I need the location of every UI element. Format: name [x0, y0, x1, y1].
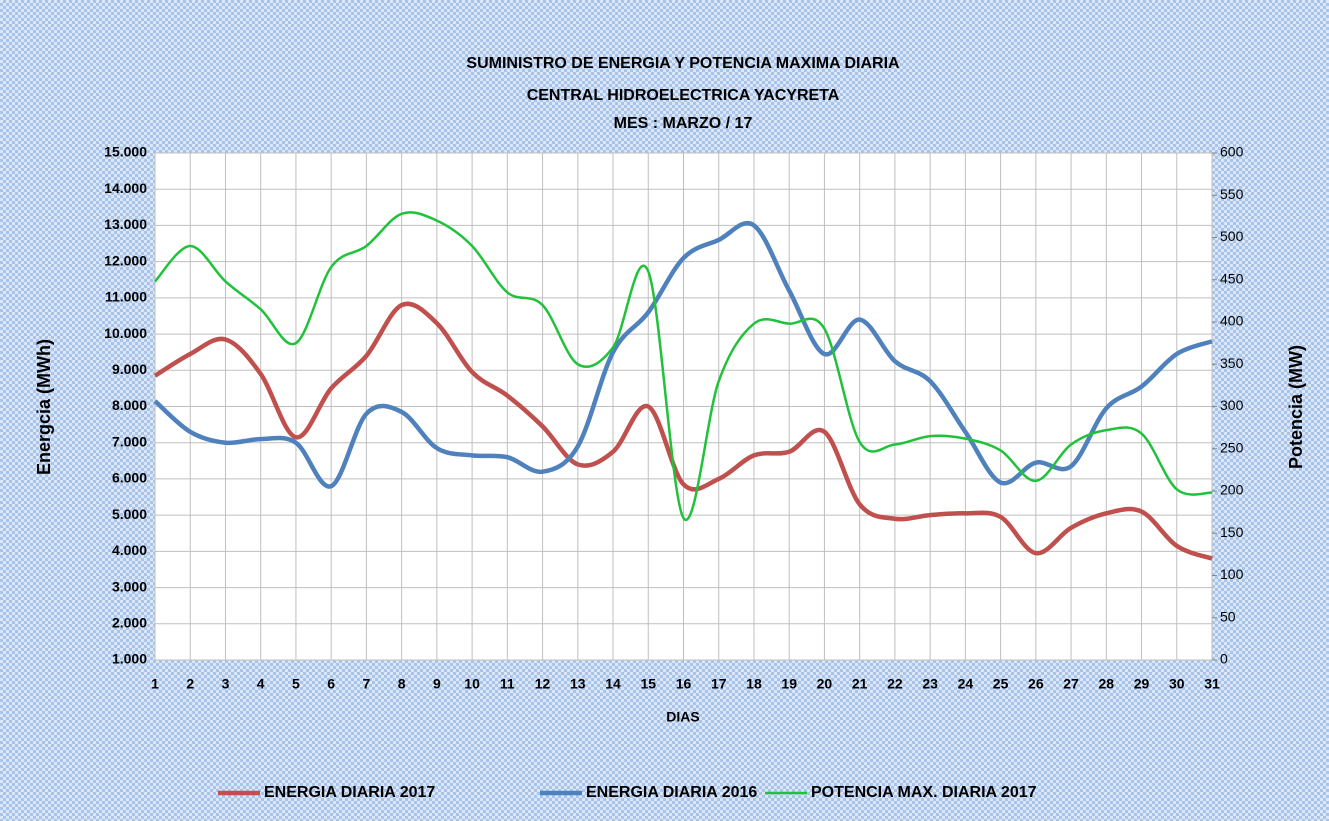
x-tick-label: 14: [605, 676, 621, 692]
y-tick-label: 3.000: [112, 578, 147, 594]
y-tick-label: 6.000: [112, 470, 147, 486]
x-tick-label: 6: [327, 676, 335, 692]
y2-tick-label: 250: [1220, 439, 1244, 455]
x-tick-label: 28: [1099, 676, 1115, 692]
y2-tick-label: 500: [1220, 228, 1244, 244]
x-tick-label: 27: [1063, 676, 1079, 692]
x-tick-label: 1: [151, 676, 159, 692]
x-tick-label: 10: [464, 676, 480, 692]
x-tick-label: 8: [398, 676, 406, 692]
y-tick-label: 1.000: [112, 651, 147, 667]
y-tick-label: 2.000: [112, 614, 147, 630]
line-series: [153, 221, 1213, 489]
x-tick-label: 21: [852, 676, 868, 692]
x-tick-label: 12: [535, 676, 551, 692]
y-tick-label: 10.000: [104, 325, 147, 341]
legend-label: POTENCIA MAX. DIARIA 2017: [811, 784, 1037, 801]
legend-label: ENERGIA DIARIA 2017: [264, 784, 435, 801]
y-tick-label: 4.000: [112, 542, 147, 558]
y-tick-label: 5.000: [112, 506, 147, 522]
x-tick-label: 5: [292, 676, 300, 692]
x-tick-label: 31: [1204, 676, 1220, 692]
x-tick-label: 15: [640, 676, 656, 692]
x-axis-title: DIAS: [666, 709, 699, 725]
x-tick-label: 3: [222, 676, 230, 692]
x-tick-label: 20: [817, 676, 833, 692]
x-tick-label: 7: [363, 676, 371, 692]
line-series: [153, 301, 1213, 561]
y2-tick-label: 100: [1220, 566, 1244, 582]
y-tick-label: 11.000: [105, 289, 147, 305]
y-tick-label: 7.000: [112, 433, 147, 449]
x-tick-label: 11: [500, 676, 515, 692]
x-tick-label: 13: [570, 676, 586, 692]
y-tick-label: 12.000: [104, 252, 147, 268]
y2-tick-label: 400: [1220, 313, 1244, 329]
x-tick-label: 29: [1134, 676, 1150, 692]
y-tick-label: 9.000: [112, 361, 147, 377]
legend-label: ENERGIA DIARIA 2016: [586, 784, 757, 801]
chart-subtitle: MES : MARZO / 17: [614, 115, 753, 132]
x-tick-label: 26: [1028, 676, 1044, 692]
y2-tick-label: 200: [1220, 482, 1244, 498]
x-tick-label: 17: [711, 676, 727, 692]
y2-tick-label: 50: [1220, 608, 1236, 624]
y2-tick-label: 350: [1220, 355, 1244, 371]
x-tick-label: 25: [993, 676, 1009, 692]
x-tick-label: 30: [1169, 676, 1185, 692]
x-tick-label: 23: [922, 676, 938, 692]
x-tick-label: 19: [781, 676, 797, 692]
y-axis-title: Energcia (MWh): [34, 339, 54, 475]
y2-tick-label: 150: [1220, 524, 1244, 540]
y-tick-label: 15.000: [104, 144, 147, 160]
x-tick-label: 16: [676, 676, 692, 692]
line-series: [154, 211, 1213, 522]
x-tick-label: 24: [958, 676, 974, 692]
x-tick-label: 22: [887, 676, 903, 692]
x-tick-label: 4: [257, 676, 265, 692]
y2-axis-title: Potencia (MW): [1286, 345, 1306, 469]
y2-tick-label: 550: [1220, 186, 1244, 202]
x-tick-label: 18: [746, 676, 762, 692]
y-tick-label: 14.000: [104, 180, 147, 196]
y-tick-label: 8.000: [112, 397, 147, 413]
y2-tick-label: 450: [1220, 270, 1244, 286]
y2-tick-label: 600: [1220, 144, 1244, 160]
x-tick-label: 2: [186, 676, 194, 692]
y2-tick-label: 0: [1220, 651, 1228, 667]
chart-title: SUMINISTRO DE ENERGIA Y POTENCIA MAXIMA …: [466, 55, 900, 72]
y-tick-label: 13.000: [104, 216, 147, 232]
x-tick-label: 9: [433, 676, 441, 692]
chart-subtitle: CENTRAL HIDROELECTRICA YACYRETA: [527, 87, 840, 104]
y2-tick-label: 300: [1220, 397, 1244, 413]
